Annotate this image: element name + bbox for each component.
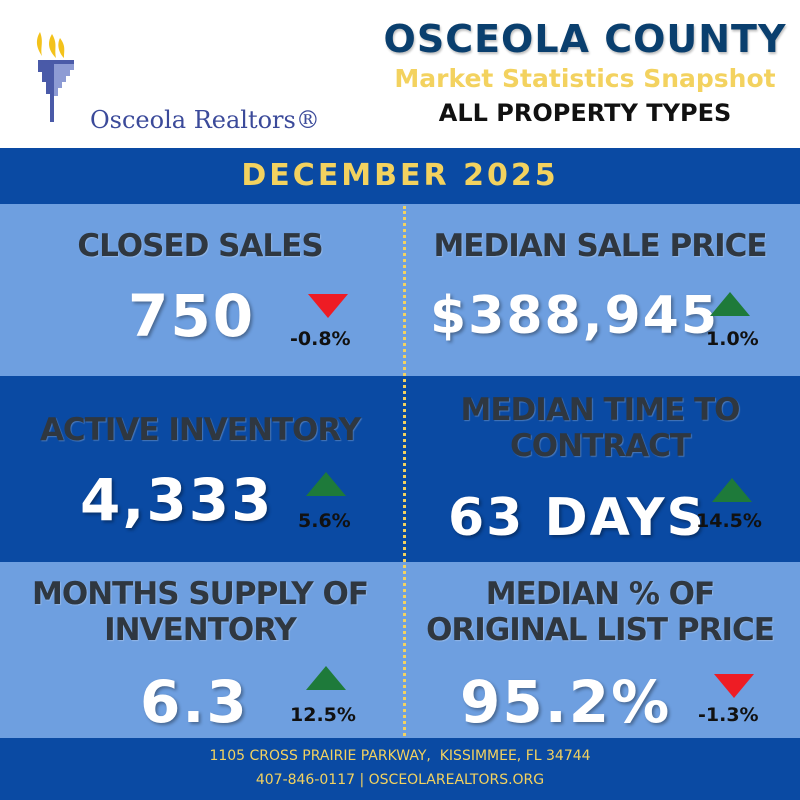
median-time-to-contract-change: 14.5% [696, 510, 762, 532]
median-sale-price-change: 1.0% [706, 328, 759, 350]
period-label: DECEMBER 2025 [241, 158, 559, 193]
county-title: OSCEOLA COUNTY [383, 17, 787, 61]
footer: 1105 CROSS PRAIRIE PARKWAY, KISSIMMEE, F… [0, 738, 800, 800]
closed-sales-value: 750 [128, 282, 256, 350]
header: Osceola Realtors® OSCEOLA COUNTY Market … [0, 0, 800, 148]
months-supply-value: 6.3 [140, 668, 249, 736]
triangle-down-icon [308, 294, 348, 318]
osceola-realtors-logo: Osceola Realtors® [30, 30, 360, 134]
months-supply-card: MONTHS SUPPLY OF INVENTORY 6.3 12.5% [0, 562, 400, 738]
months-supply-change: 12.5% [290, 704, 356, 726]
median-sale-price-card: MEDIAN SALE PRICE $388,945 1.0% [400, 204, 800, 376]
median-pct-value: 95.2% [460, 668, 672, 736]
median-pct-change: -1.3% [698, 704, 759, 726]
torch-flame-logo-icon [36, 32, 74, 122]
closed-sales-label: CLOSED SALES [77, 228, 323, 264]
months-supply-label-line1: MONTHS SUPPLY OF [32, 576, 369, 612]
triangle-down-icon [714, 674, 754, 698]
median-time-to-contract-label-line1: MEDIAN TIME TO [460, 392, 740, 428]
triangle-up-icon [710, 292, 750, 316]
triangle-up-icon [712, 478, 752, 502]
property-types: ALL PROPERTY TYPES [438, 99, 732, 127]
median-pct-label-line2: ORIGINAL LIST PRICE [426, 612, 775, 648]
period-band: DECEMBER 2025 [0, 148, 800, 204]
logo-text: Osceola Realtors® [90, 106, 320, 134]
stats-row-1: CLOSED SALES 750 -0.8% MEDIAN SALE PRICE… [0, 204, 800, 376]
median-sale-price-label: MEDIAN SALE PRICE [433, 228, 767, 264]
active-inventory-card: ACTIVE INVENTORY 4,333 5.6% [0, 376, 400, 562]
median-sale-price-value: $388,945 [430, 286, 720, 346]
stats-row-2: ACTIVE INVENTORY 4,333 5.6% MEDIAN TIME … [0, 376, 800, 562]
months-supply-label-line2: INVENTORY [104, 612, 297, 648]
closed-sales-card: CLOSED SALES 750 -0.8% [0, 204, 400, 376]
active-inventory-label: ACTIVE INVENTORY [39, 412, 361, 448]
median-pct-label-line1: MEDIAN % OF [485, 576, 715, 612]
subtitle: Market Statistics Snapshot [394, 64, 776, 93]
footer-contact: 407-846-0117 | OSCEOLAREALTORS.ORG [255, 772, 545, 788]
title-block: OSCEOLA COUNTY Market Statistics Snapsho… [380, 14, 790, 132]
median-time-to-contract-card: MEDIAN TIME TO CONTRACT 63 DAYS 14.5% [400, 376, 800, 562]
center-divider [403, 206, 406, 736]
active-inventory-value: 4,333 [80, 466, 274, 534]
stats-row-3: MONTHS SUPPLY OF INVENTORY 6.3 12.5% MED… [0, 562, 800, 738]
footer-address: 1105 CROSS PRAIRIE PARKWAY, KISSIMMEE, F… [209, 748, 591, 764]
closed-sales-change: -0.8% [290, 328, 351, 350]
triangle-up-icon [306, 472, 346, 496]
median-time-to-contract-label-line2: CONTRACT [510, 428, 691, 464]
triangle-up-icon [306, 666, 346, 690]
median-pct-original-list-card: MEDIAN % OF ORIGINAL LIST PRICE 95.2% -1… [400, 562, 800, 738]
active-inventory-change: 5.6% [298, 510, 351, 532]
median-time-to-contract-value: 63 DAYS [448, 488, 707, 548]
